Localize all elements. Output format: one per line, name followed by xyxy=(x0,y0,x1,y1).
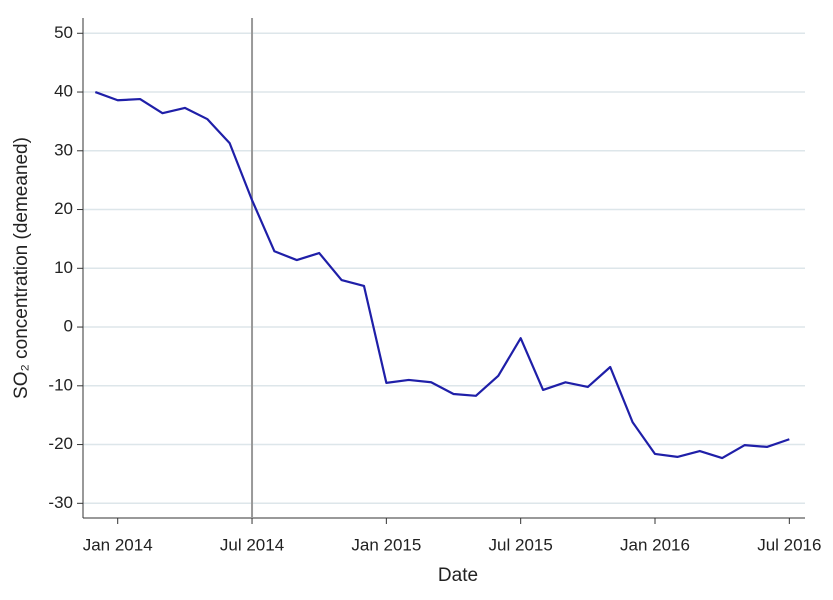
x-tick-label: Jan 2015 xyxy=(351,535,421,554)
x-tick-label: Jul 2016 xyxy=(757,535,821,554)
x-tick-label: Jul 2015 xyxy=(489,535,553,554)
x-axis-label: Date xyxy=(438,565,478,586)
y-tick-label: 50 xyxy=(54,23,73,42)
y-tick-label: -20 xyxy=(48,434,73,453)
x-tick-label: Jan 2014 xyxy=(83,535,153,554)
x-tick-label: Jul 2014 xyxy=(220,535,284,554)
y-tick-label: 20 xyxy=(54,199,73,218)
x-tick-label: Jan 2016 xyxy=(620,535,690,554)
y-tick-label: -10 xyxy=(48,375,73,394)
y-tick-label: -30 xyxy=(48,493,73,512)
y-tick-label: 30 xyxy=(54,140,73,159)
data-line xyxy=(94,90,790,460)
y-tick-label: 10 xyxy=(54,258,73,277)
y-tick-label: 40 xyxy=(54,82,73,101)
y-axis-label: SO₂ concentration (demeaned) xyxy=(11,137,32,399)
y-tick-label: 0 xyxy=(64,317,73,336)
